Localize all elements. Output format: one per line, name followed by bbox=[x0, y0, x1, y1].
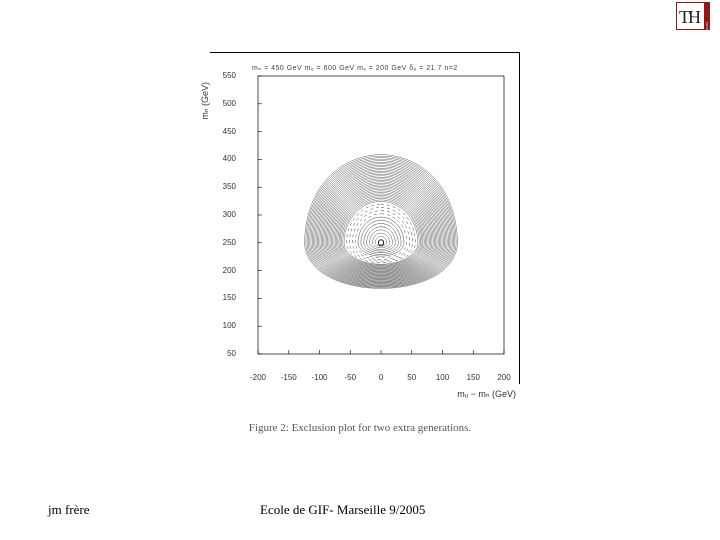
x-tick: 50 bbox=[407, 373, 416, 382]
x-tick: 150 bbox=[467, 373, 480, 382]
logo: PHYS T H bbox=[676, 2, 710, 30]
y-tick: 200 bbox=[214, 266, 236, 275]
y-tick: 550 bbox=[214, 71, 236, 80]
y-tick: 50 bbox=[214, 349, 236, 358]
y-tick: 350 bbox=[214, 182, 236, 191]
x-tick: -100 bbox=[311, 373, 327, 382]
footer-venue: Ecole de GIF- Marseille 9/2005 bbox=[260, 502, 425, 518]
y-tick: 150 bbox=[214, 293, 236, 302]
svg-text:H: H bbox=[688, 7, 701, 27]
x-tick: -50 bbox=[344, 373, 356, 382]
y-tick: 300 bbox=[214, 210, 236, 219]
x-axis-label: mᵤ − mₙ (GeV) bbox=[457, 389, 516, 400]
y-tick: 500 bbox=[214, 99, 236, 108]
x-tick: 100 bbox=[436, 373, 449, 382]
svg-text:O: O bbox=[377, 238, 384, 248]
footer-author: jm frère bbox=[48, 502, 90, 518]
svg-text:PHYS: PHYS bbox=[705, 22, 709, 30]
y-tick: 250 bbox=[214, 238, 236, 247]
y-tick: 400 bbox=[214, 154, 236, 163]
x-tick: -150 bbox=[281, 373, 297, 382]
y-axis-label: mₙ (GeV) bbox=[200, 82, 210, 120]
contour-plot: O bbox=[240, 62, 510, 372]
figure-caption: Figure 2: Exclusion plot for two extra g… bbox=[0, 422, 720, 434]
x-tick: 0 bbox=[379, 373, 383, 382]
plot-region: mₙ = 450 GeV mₑ = 600 GeV mᵥ = 200 GeV δ… bbox=[210, 52, 520, 384]
x-tick: -200 bbox=[250, 373, 266, 382]
y-tick: 450 bbox=[214, 127, 236, 136]
y-tick: 100 bbox=[214, 321, 236, 330]
x-tick: 200 bbox=[497, 373, 510, 382]
